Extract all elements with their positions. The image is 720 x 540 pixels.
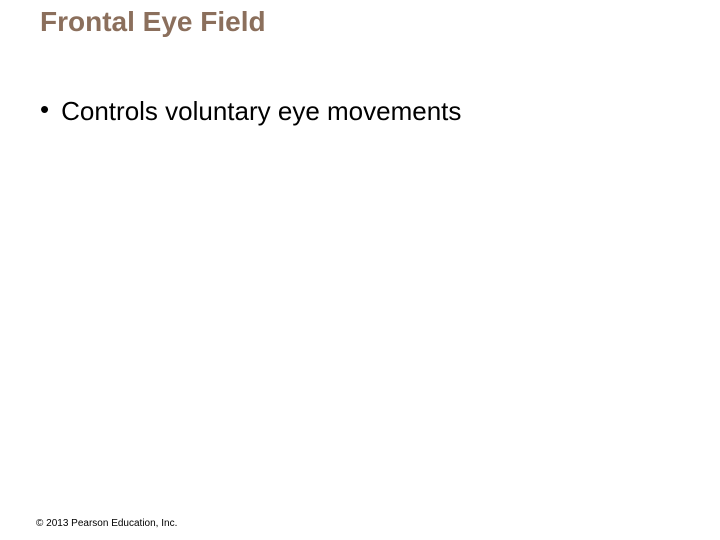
copyright-text: © 2013 Pearson Education, Inc. <box>36 518 177 529</box>
bullet-text: Controls voluntary eye movements <box>61 96 461 127</box>
bullet-marker-icon: • <box>40 96 49 122</box>
slide: Frontal Eye Field • Controls voluntary e… <box>0 0 720 540</box>
bullet-item: • Controls voluntary eye movements <box>40 96 461 127</box>
slide-title: Frontal Eye Field <box>40 6 266 38</box>
